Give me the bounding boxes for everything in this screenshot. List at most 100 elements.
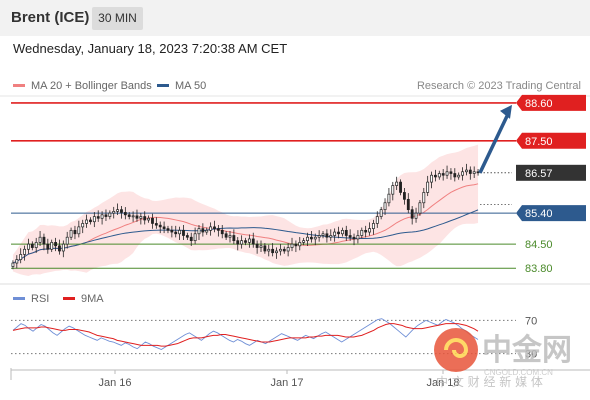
legend-swatch-9ma bbox=[63, 296, 75, 300]
candle bbox=[131, 211, 135, 222]
candle-body-up bbox=[360, 229, 364, 236]
candle bbox=[403, 187, 406, 205]
candle-body-up bbox=[50, 242, 54, 250]
watermark-logo: 中金网 CNGOLD.COM.CN 中 文 财 经 新 媒 体 bbox=[434, 328, 572, 389]
candle bbox=[197, 224, 201, 240]
legend-swatch-ma50 bbox=[157, 83, 169, 87]
candle-body-up bbox=[333, 231, 337, 236]
candle bbox=[236, 237, 240, 251]
candle bbox=[329, 229, 333, 241]
candle bbox=[61, 240, 65, 258]
candle bbox=[23, 245, 26, 261]
rsi-level-label-30: 30 bbox=[525, 349, 537, 361]
candle-body-down bbox=[271, 248, 275, 254]
candle bbox=[457, 172, 461, 180]
candle-body-up bbox=[298, 242, 302, 247]
candle bbox=[449, 168, 453, 180]
candle-body-up bbox=[108, 212, 112, 217]
level-tag-87.50 bbox=[516, 132, 586, 149]
candle-body-down bbox=[403, 192, 406, 200]
candle-body-up bbox=[38, 236, 42, 243]
candle bbox=[360, 227, 364, 239]
candle-body-up bbox=[395, 181, 399, 186]
candle bbox=[302, 237, 306, 246]
candle-body-down bbox=[216, 228, 220, 231]
candle-body-up bbox=[34, 242, 38, 248]
ma20-line bbox=[12, 183, 479, 264]
candle-body-up bbox=[193, 233, 197, 242]
candle bbox=[232, 229, 236, 245]
candle-body-down bbox=[255, 243, 259, 248]
candle-body-up bbox=[430, 174, 433, 183]
candle bbox=[275, 247, 278, 259]
candle bbox=[337, 226, 340, 239]
candle bbox=[158, 221, 162, 234]
candle-body-down bbox=[123, 212, 127, 216]
candle-body-down bbox=[162, 226, 166, 229]
level-label-88.60: 88.60 bbox=[525, 98, 553, 110]
candle bbox=[298, 237, 302, 251]
candle bbox=[15, 255, 19, 269]
header-bar: Brent (ICE) 30 MIN bbox=[0, 0, 590, 36]
candle-body-up bbox=[247, 238, 251, 243]
candle bbox=[19, 248, 23, 264]
candle-body-up bbox=[472, 171, 476, 174]
rsi-ma9-line bbox=[12, 323, 479, 347]
candle bbox=[92, 212, 96, 228]
candle bbox=[317, 230, 321, 242]
candle bbox=[104, 209, 108, 222]
candle bbox=[321, 231, 325, 239]
candle bbox=[309, 231, 313, 243]
candle-body-up bbox=[209, 226, 213, 231]
candle-body-up bbox=[329, 235, 333, 238]
candle bbox=[294, 240, 298, 253]
legend-swatch-rsi bbox=[13, 296, 25, 300]
candle bbox=[375, 211, 379, 228]
candle bbox=[182, 224, 185, 240]
candle-body-down bbox=[154, 223, 158, 226]
candle-body-down bbox=[89, 219, 92, 223]
candle-body-down bbox=[54, 242, 57, 247]
candle bbox=[154, 217, 158, 229]
candle-body-up bbox=[112, 211, 116, 214]
candle bbox=[108, 210, 112, 220]
candle-body-down bbox=[410, 209, 414, 219]
candle-body-down bbox=[236, 240, 240, 245]
candle bbox=[34, 237, 38, 253]
watermark-subtitle: 中 文 财 经 新 媒 体 bbox=[436, 374, 543, 389]
candle bbox=[127, 212, 131, 220]
candle bbox=[135, 209, 139, 222]
candle bbox=[50, 239, 54, 253]
candle-body-up bbox=[379, 209, 383, 217]
time-tick-label-1: Jan 17 bbox=[270, 377, 303, 389]
candle-body-down bbox=[224, 233, 228, 238]
rsi-level-label-70: 70 bbox=[525, 315, 537, 327]
candle bbox=[166, 225, 170, 234]
candle bbox=[352, 233, 356, 246]
candle bbox=[267, 244, 271, 257]
level-tag-88.60 bbox=[516, 94, 586, 111]
timeframe-badge[interactable]: 30 MIN bbox=[92, 7, 143, 30]
candle bbox=[414, 207, 418, 223]
candle bbox=[189, 232, 193, 247]
candle-body-down bbox=[449, 171, 453, 174]
candle bbox=[89, 217, 92, 225]
candle-body-up bbox=[178, 229, 182, 235]
candle bbox=[333, 228, 337, 242]
candle bbox=[472, 166, 476, 178]
candle-body-down bbox=[58, 245, 61, 252]
candle bbox=[116, 203, 120, 216]
candle bbox=[434, 169, 437, 182]
candle bbox=[193, 227, 197, 245]
price-panel: 88.60 87.50 86.57 85.40 84.50 83.80 bbox=[0, 94, 590, 285]
candle bbox=[422, 187, 426, 209]
candle-body-up bbox=[131, 215, 135, 218]
candle-body-up bbox=[286, 247, 290, 252]
candle-body-up bbox=[457, 174, 461, 178]
candle-body-up bbox=[147, 217, 151, 221]
candle bbox=[356, 230, 360, 244]
candle-body-up bbox=[371, 223, 375, 229]
rsi-panel: 70 30 bbox=[11, 315, 537, 361]
candle-body-up bbox=[445, 171, 449, 176]
candle-body-up bbox=[275, 250, 278, 254]
